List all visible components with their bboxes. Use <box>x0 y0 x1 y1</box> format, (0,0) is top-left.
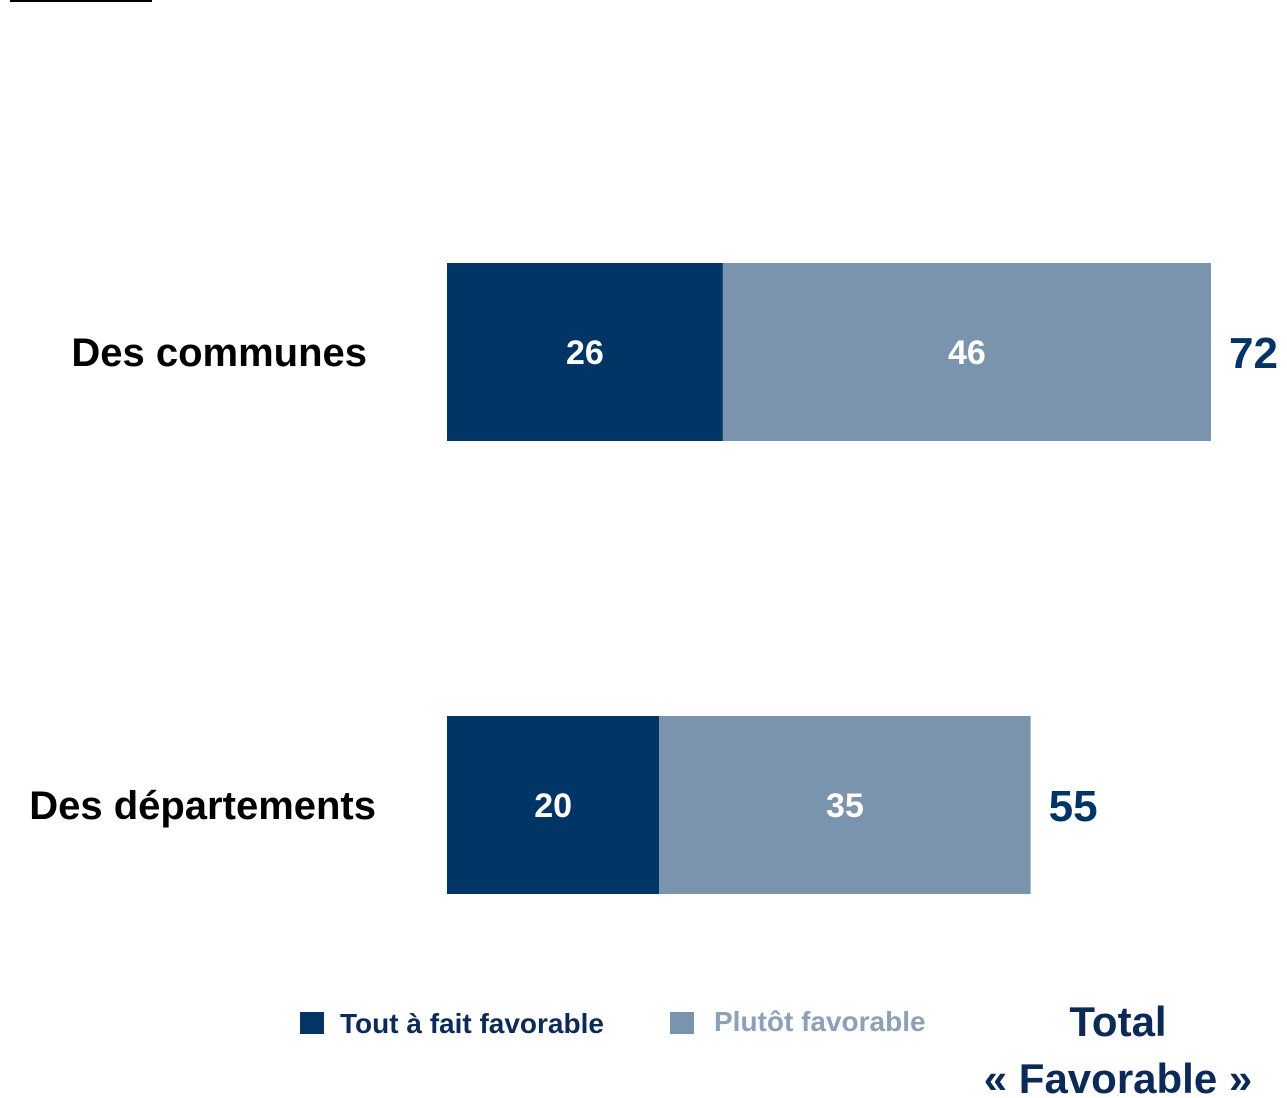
legend-label-tout-a-fait: Tout à fait favorable <box>340 1008 604 1039</box>
bar-departements-series-1 <box>447 716 660 894</box>
bar-departements-series-2 <box>659 716 1031 894</box>
bars-group: Des communes 26 46 72 Des départements 20 35 55 <box>29 263 1278 894</box>
data-label-communes-series-1: 26 <box>566 334 604 372</box>
data-label-departements-series-2: 35 <box>826 787 864 825</box>
total-label-communes: 72 <box>1229 329 1278 378</box>
data-label-departements-series-1: 20 <box>534 787 572 825</box>
legend-swatch-plutot <box>670 1012 694 1034</box>
legend-label-plutot: Plutôt favorable <box>714 1006 926 1037</box>
data-label-communes-series-2: 46 <box>948 334 986 372</box>
legend-swatch-tout-a-fait <box>300 1012 324 1034</box>
category-label-departements: Des départements <box>29 784 376 828</box>
legend: Tout à fait favorable Plutôt favorable <box>300 1006 926 1039</box>
total-title-line1: Total <box>1069 998 1166 1045</box>
total-title-line2: « Favorable » <box>984 1055 1252 1098</box>
bar-communes-series-1 <box>447 263 723 441</box>
bar-communes-series-2 <box>722 263 1211 441</box>
category-label-communes: Des communes <box>71 331 367 375</box>
total-label-departements: 55 <box>1049 782 1098 831</box>
